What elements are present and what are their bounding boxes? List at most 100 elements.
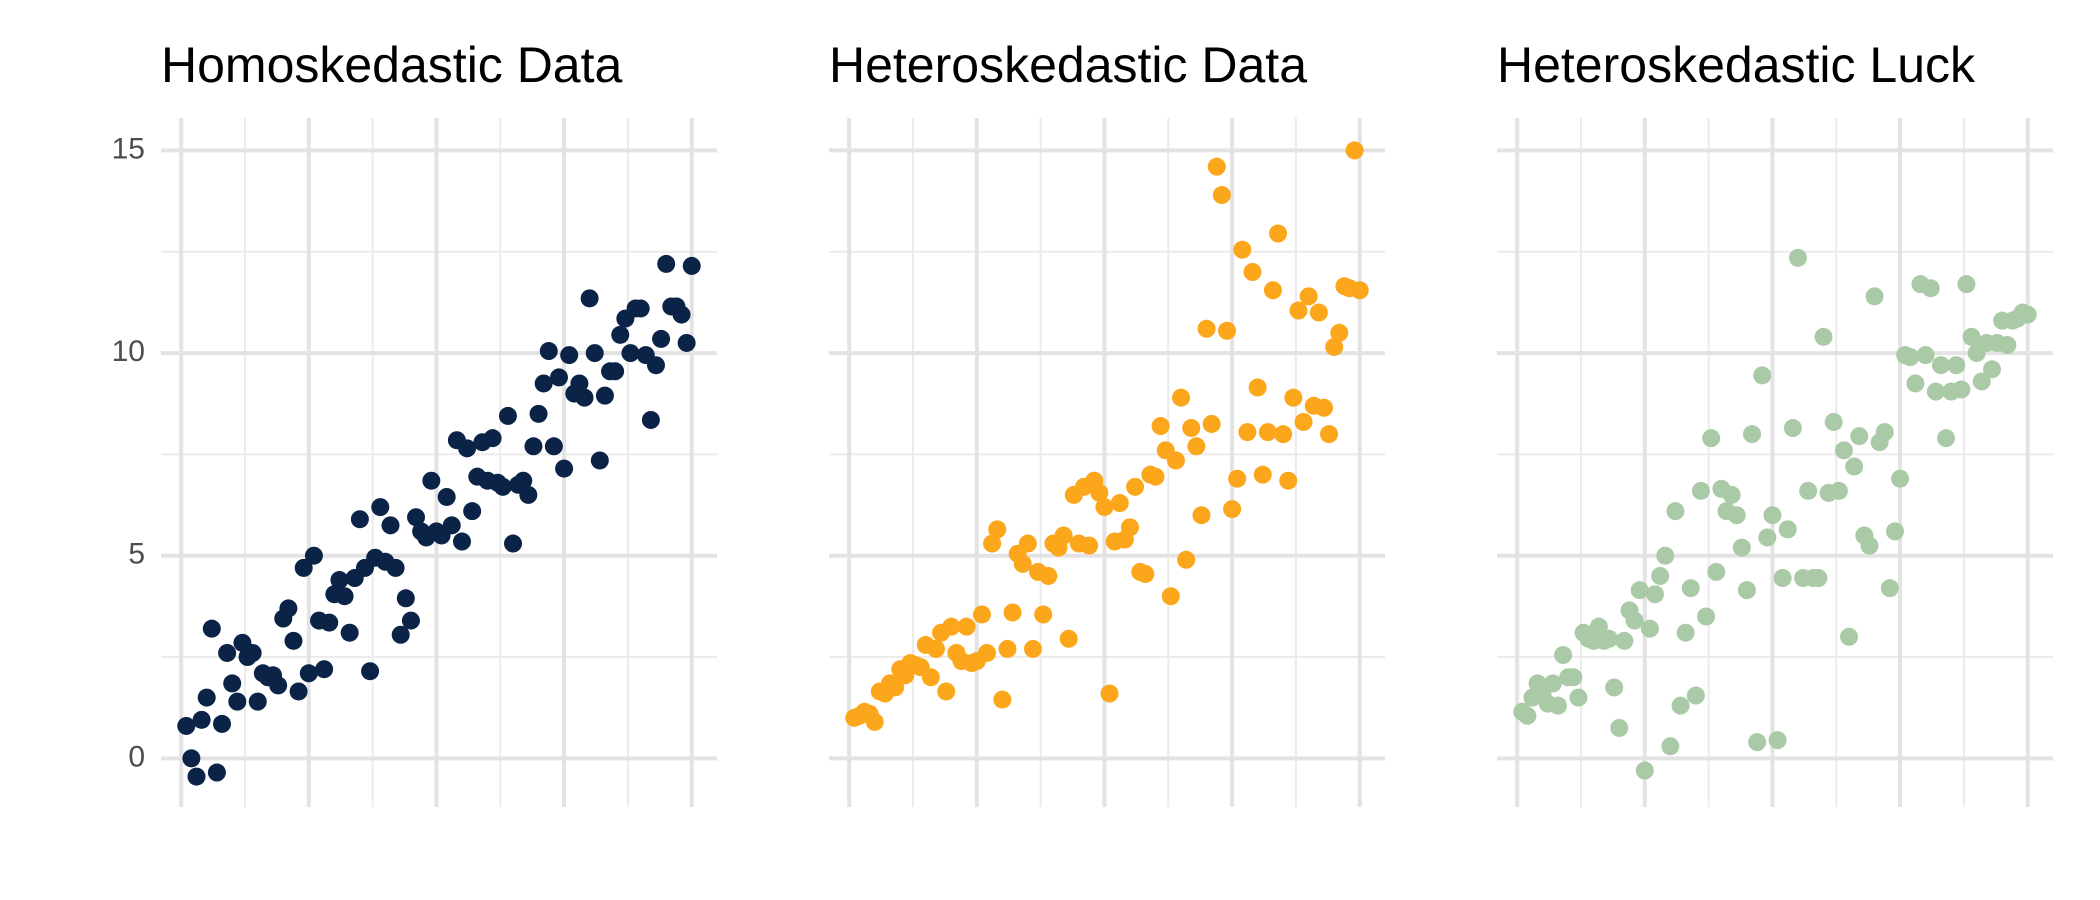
point — [611, 325, 630, 344]
point — [1120, 518, 1139, 537]
point — [1228, 469, 1247, 488]
point — [1957, 275, 1976, 294]
point — [202, 619, 221, 638]
point — [218, 643, 237, 662]
point — [1518, 706, 1537, 725]
point — [1656, 546, 1675, 565]
point — [1202, 414, 1221, 433]
point — [641, 410, 660, 429]
point — [223, 674, 242, 693]
point — [1274, 425, 1293, 444]
point — [504, 534, 523, 553]
point — [228, 692, 247, 711]
point — [1850, 427, 1869, 446]
point — [1809, 569, 1828, 588]
point — [442, 516, 461, 535]
point — [1686, 686, 1705, 705]
point — [243, 643, 262, 662]
point — [585, 344, 604, 363]
point — [1952, 380, 1971, 399]
point — [677, 333, 696, 352]
point — [1646, 585, 1665, 604]
point — [865, 712, 884, 731]
point — [580, 289, 599, 308]
point — [1018, 534, 1037, 553]
point — [1727, 506, 1746, 525]
point — [1625, 611, 1644, 630]
point — [1732, 538, 1751, 557]
point — [1039, 566, 1058, 585]
point — [1640, 619, 1659, 638]
point — [1845, 457, 1864, 476]
point — [595, 386, 614, 405]
point — [1238, 423, 1257, 442]
point — [1865, 287, 1884, 306]
point — [1554, 646, 1573, 665]
point — [269, 676, 288, 695]
point — [350, 510, 369, 529]
point — [1564, 668, 1583, 687]
point — [248, 692, 267, 711]
point — [289, 682, 308, 701]
point — [1013, 554, 1032, 573]
point — [2018, 305, 2037, 324]
point — [886, 678, 905, 697]
point — [1212, 186, 1231, 205]
point — [1891, 469, 1910, 488]
point — [560, 346, 579, 365]
point — [1034, 605, 1053, 624]
point — [621, 344, 640, 363]
point — [1615, 631, 1634, 650]
point — [213, 714, 232, 733]
point — [1003, 603, 1022, 622]
point — [1840, 627, 1859, 646]
point — [1707, 562, 1726, 581]
point — [1737, 581, 1756, 600]
point — [1258, 423, 1277, 442]
point — [606, 362, 625, 381]
point — [1054, 526, 1073, 545]
point — [519, 485, 538, 504]
point — [1136, 564, 1155, 583]
point — [1543, 674, 1562, 693]
point — [1814, 327, 1833, 346]
point — [1901, 348, 1920, 367]
point — [1880, 579, 1899, 598]
point — [294, 558, 313, 577]
point — [972, 605, 991, 624]
point — [1921, 279, 1940, 298]
point — [1753, 366, 1772, 385]
point — [1937, 429, 1956, 448]
point — [1090, 483, 1109, 502]
point — [983, 534, 1002, 553]
point — [1651, 566, 1670, 585]
point — [926, 639, 945, 658]
point — [1325, 337, 1344, 356]
point — [1635, 761, 1654, 780]
point — [514, 471, 533, 490]
point — [652, 329, 671, 348]
point — [452, 532, 471, 551]
point — [1248, 378, 1267, 397]
point — [1982, 360, 2001, 379]
point — [422, 471, 441, 490]
point — [1151, 417, 1170, 436]
point — [207, 763, 226, 782]
point — [590, 451, 609, 470]
point — [1829, 481, 1848, 500]
point — [1916, 346, 1935, 365]
point — [320, 613, 339, 632]
point — [555, 459, 574, 478]
point — [1207, 157, 1226, 176]
point — [1192, 506, 1211, 525]
point — [1773, 569, 1792, 588]
point — [1998, 335, 2017, 354]
point — [524, 437, 543, 456]
point — [197, 688, 216, 707]
point — [1671, 696, 1690, 715]
point — [401, 611, 420, 630]
point — [646, 356, 665, 375]
point — [1197, 319, 1216, 338]
point — [299, 664, 318, 683]
